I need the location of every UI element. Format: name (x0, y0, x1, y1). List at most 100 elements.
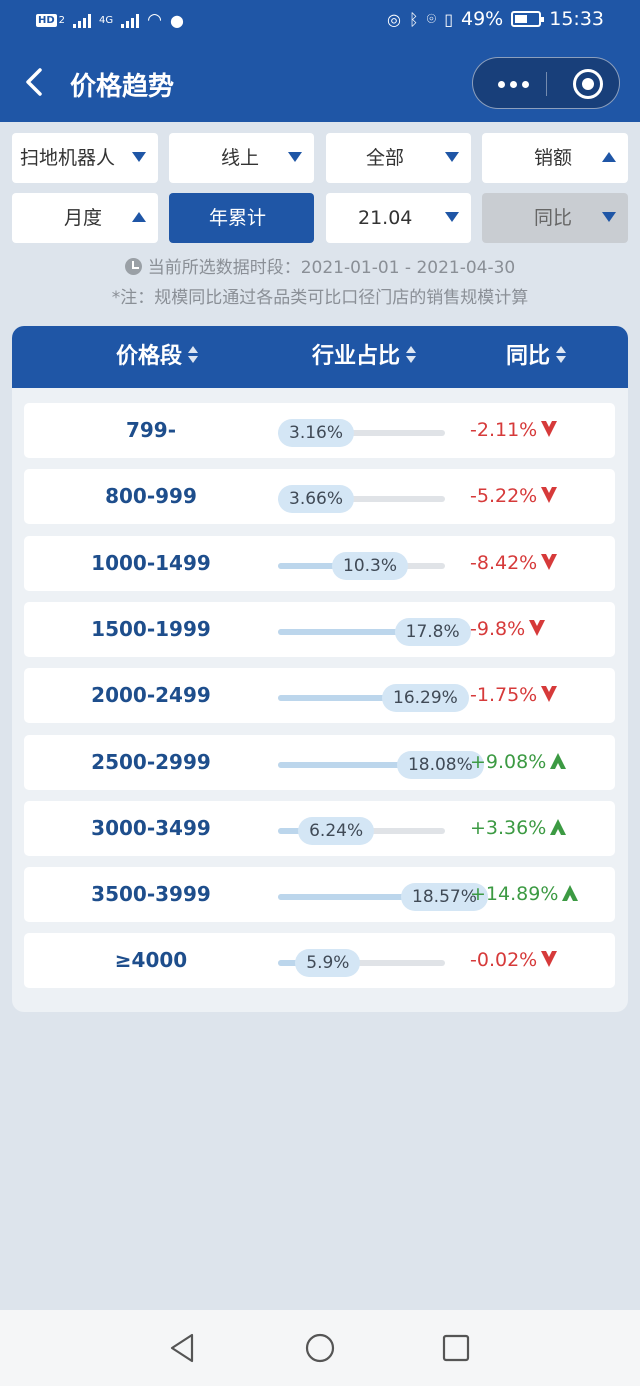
home-circle-icon[interactable] (300, 1330, 340, 1366)
arrow-down-icon (541, 951, 558, 967)
back-arrow-icon[interactable] (22, 64, 52, 100)
arrow-down-icon (541, 487, 558, 503)
yoy-value: +3.36% (470, 817, 547, 839)
alarm-icon: ◎ (387, 9, 401, 29)
yoy-value: -8.42% (470, 552, 538, 574)
yoy-cell: -8.42% (470, 536, 558, 591)
battery-percent: 49% (461, 8, 504, 30)
share-bar-track: 3.66% (278, 485, 445, 513)
scope-dropdown[interactable]: 全部 (326, 133, 471, 183)
vibrate-icon: ▯ (444, 9, 453, 29)
share-bar-track: 5.9% (278, 949, 445, 977)
table-row[interactable]: 3500-3999 18.57% +14.89% (24, 867, 615, 922)
category-dropdown[interactable]: 扫地机器人 (12, 133, 158, 183)
table-row[interactable]: 799- 3.16% -2.11% (24, 403, 615, 458)
yoy-cell: +14.89% (470, 867, 579, 922)
date-range-info: 当前所选数据时段：2021-01-01 - 2021-04-30 (0, 253, 640, 278)
sort-icon (188, 346, 199, 364)
date-range-prefix: 当前所选数据时段： (147, 258, 301, 278)
price-segment-cell: 3500-3999 (91, 882, 211, 906)
table-row[interactable]: 3000-3499 6.24% +3.36% (24, 801, 615, 856)
share-bar-fill (278, 762, 429, 768)
more-icon[interactable] (493, 72, 533, 96)
caret-down-icon (288, 152, 302, 162)
price-segment-cell: 800-999 (105, 484, 197, 508)
nav-bar: 价格趋势 (0, 44, 640, 122)
price-segment-cell: 2500-2999 (91, 750, 211, 774)
yoy-value: +9.08% (470, 751, 547, 773)
network-label: 4G (99, 14, 114, 26)
close-miniprogram-icon[interactable] (573, 69, 603, 99)
sim-index: 2 (58, 14, 66, 26)
table-row[interactable]: 2000-2499 16.29% -1.75% (24, 668, 615, 723)
share-bar-track: 10.3% (278, 552, 445, 580)
yoy-cell: -5.22% (470, 469, 558, 524)
header-share[interactable]: 行业占比 (312, 326, 417, 388)
share-bar-fill (278, 695, 415, 701)
accumulate-label: 年累计 (209, 207, 267, 229)
share-bar-track: 6.24% (278, 817, 445, 845)
caret-down-icon (602, 212, 616, 222)
yoy-cell: -1.75% (470, 668, 558, 723)
share-bar-fill (278, 629, 427, 635)
arrow-up-icon (550, 753, 567, 769)
caret-down-icon (132, 152, 146, 162)
price-segment-cell: 3000-3499 (91, 816, 211, 840)
month-dropdown[interactable]: 21.04 (326, 193, 471, 243)
share-value-bubble: 17.8% (394, 618, 471, 646)
accumulate-toggle[interactable]: 年累计 (169, 193, 314, 243)
table-row[interactable]: 1000-1499 10.3% -8.42% (24, 536, 615, 591)
back-triangle-icon[interactable] (164, 1330, 204, 1366)
compare-label: 同比 (534, 207, 573, 229)
table-header: 价格段 行业占比 同比 (12, 326, 628, 388)
category-label: 扫地机器人 (20, 147, 116, 169)
share-bar-track: 16.29% (278, 684, 469, 712)
period-dropdown[interactable]: 月度 (12, 193, 158, 243)
table-row[interactable]: ≥4000 5.9% -0.02% (24, 933, 615, 988)
header-yoy-label: 同比 (506, 344, 551, 369)
arrow-down-icon (529, 620, 546, 636)
yoy-value: +14.89% (470, 883, 559, 905)
price-segment-cell: 2000-2499 (91, 683, 211, 707)
sort-icon (406, 346, 417, 364)
yoy-cell: -0.02% (470, 933, 558, 988)
arrow-up-icon (562, 885, 579, 901)
caret-down-icon (445, 152, 459, 162)
arrow-down-icon (541, 554, 558, 570)
recents-square-icon[interactable] (436, 1330, 476, 1366)
share-value-bubble: 3.16% (278, 419, 355, 447)
table-row[interactable]: 1500-1999 17.8% -9.8% (24, 602, 615, 657)
wifi-icon: ◠ (147, 10, 163, 30)
period-label: 月度 (64, 207, 103, 229)
table-row[interactable]: 800-999 3.66% -5.22% (24, 469, 615, 524)
share-value-bubble: 3.66% (278, 485, 355, 513)
share-bar-fill (278, 563, 364, 569)
header-price-label: 价格段 (116, 344, 183, 369)
miniprogram-capsule (472, 57, 620, 109)
yoy-value: -9.8% (470, 618, 526, 640)
yoy-value: -1.75% (470, 684, 538, 706)
share-bar-track: 18.57% (278, 883, 488, 911)
price-segment-cell: 799- (125, 418, 177, 442)
share-bar-track: 18.08% (278, 751, 484, 779)
yoy-value: -5.22% (470, 485, 538, 507)
capsule-divider (546, 72, 547, 96)
share-bar-track: 3.16% (278, 419, 445, 447)
share-value-bubble: 18.08% (396, 751, 484, 779)
page-title: 价格趋势 (70, 72, 175, 102)
header-price-segment[interactable]: 价格段 (116, 326, 199, 388)
clock-icon (124, 258, 142, 275)
price-segment-table: 价格段 行业占比 同比 799- 3.16% -2.11% 800-999 3.66% -… (12, 326, 628, 1012)
metric-dropdown[interactable]: 销额 (482, 133, 628, 183)
header-share-label: 行业占比 (312, 344, 401, 369)
compare-dropdown[interactable]: 同比 (482, 193, 628, 243)
channel-dropdown[interactable]: 线上 (169, 133, 314, 183)
table-row[interactable]: 2500-2999 18.08% +9.08% (24, 735, 615, 790)
footnote: *注：规模同比通过各品类可比口径门店的销售规模计算 (111, 288, 529, 308)
metric-label: 销额 (534, 147, 573, 169)
bluetooth-icon: ᛒ (408, 9, 419, 29)
price-segment-cell: ≥4000 (114, 948, 188, 972)
signal-icon-2 (121, 12, 140, 28)
header-yoy[interactable]: 同比 (506, 326, 567, 388)
yoy-cell: +9.08% (470, 735, 567, 790)
